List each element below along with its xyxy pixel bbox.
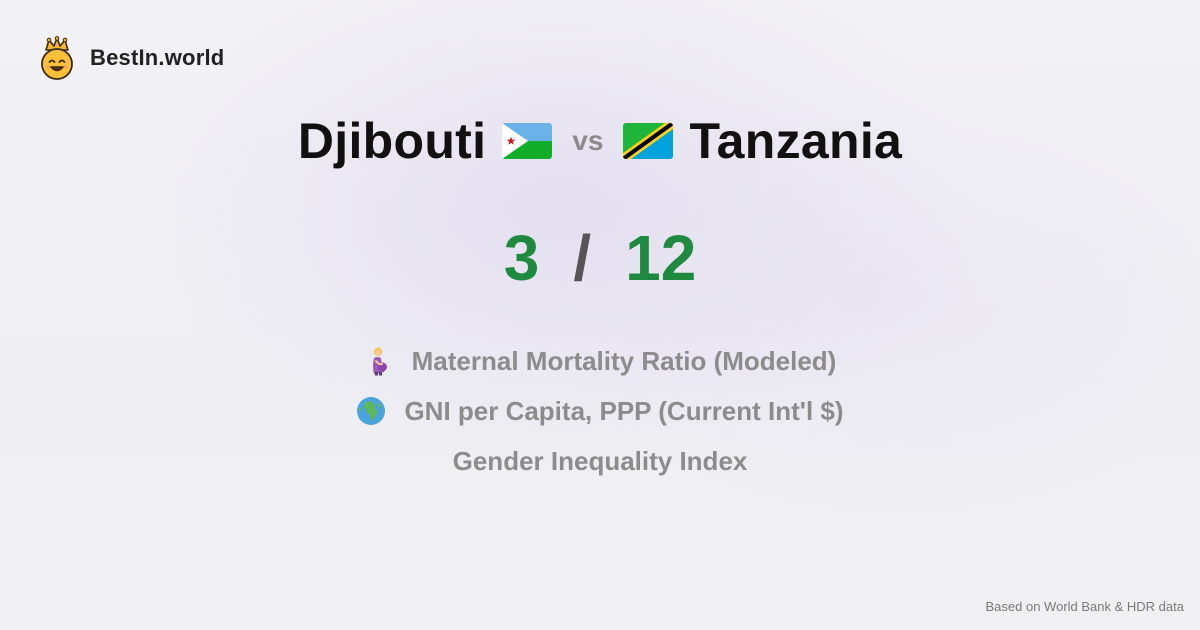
metric-label: Gender Inequality Index (452, 445, 748, 476)
metrics-list: Maternal Mortality Ratio (Modeled) GNI p… (0, 336, 1200, 486)
country-b-score: 12 (625, 222, 697, 294)
metric-label: GNI per Capita, PPP (Current Int'l $) (404, 395, 844, 426)
comparison-title: Djibouti vs Tanzania (0, 108, 1200, 174)
vs-label: vs (572, 125, 604, 156)
pregnant-woman-icon (372, 347, 387, 376)
country-a-name: Djibouti (297, 113, 487, 169)
metric-item: GNI per Capita, PPP (Current Int'l $) (0, 386, 1200, 436)
brand-name[interactable]: BestIn.world (90, 45, 225, 70)
country-b-name: Tanzania (689, 113, 903, 169)
metric-label: Maternal Mortality Ratio (Modeled) (411, 345, 837, 376)
djibouti-flag-icon (502, 123, 553, 159)
globe-africa-icon (357, 397, 386, 425)
metric-item: Maternal Mortality Ratio (Modeled) (0, 336, 1200, 386)
score-row: 3 / 12 (0, 218, 1200, 298)
metric-item: Gender Inequality Index (0, 436, 1200, 486)
country-a-score: 3 (503, 222, 540, 294)
tanzania-flag-icon (623, 123, 674, 159)
data-source-note: Based on World Bank & HDR data (985, 599, 1184, 614)
score-separator: / (573, 222, 592, 294)
smiling-crown-face-icon (41, 36, 73, 80)
brand[interactable]: BestIn.world (38, 36, 224, 80)
